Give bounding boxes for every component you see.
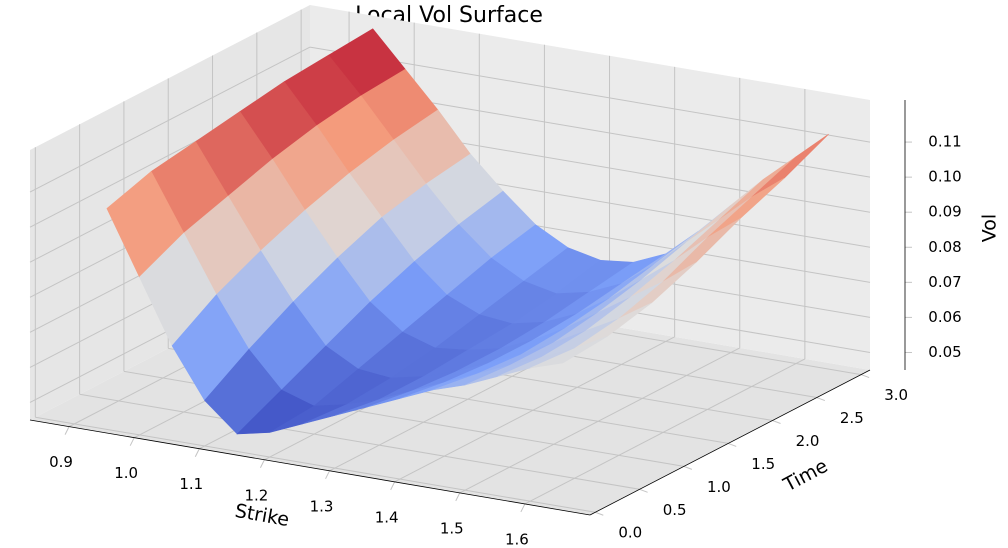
x-tick-label: 1.3 [310, 497, 334, 515]
y-tick-label: 0.5 [663, 501, 687, 519]
y-tick-label: 1.5 [751, 455, 775, 473]
grid-line [35, 416, 596, 513]
y-tick [728, 442, 737, 447]
y-tick [595, 511, 604, 516]
x-tick-label: 1.1 [179, 475, 203, 493]
z-tick-label: 0.05 [928, 343, 961, 361]
x-tick-label: 1.5 [440, 519, 464, 537]
grid-line [459, 347, 740, 494]
x-tick [129, 437, 135, 446]
z-tick-label: 0.06 [928, 308, 961, 326]
x-axis-label: Strike [233, 500, 291, 531]
y-tick-label: 2.0 [796, 432, 820, 450]
x-tick [455, 492, 461, 502]
y-tick [639, 488, 648, 493]
x-tick-label: 1.2 [244, 486, 268, 504]
layer: 0.9 1.0 1.1 1.2 1.3 1.4 1.5 1.6 0.0 0.5 1.0 1.5 2.0 2… [29, 100, 962, 548]
grid-line [79, 393, 640, 490]
grid-line [29, 46, 311, 193]
x-tick [194, 448, 200, 457]
z-tick-label: 0.08 [928, 238, 961, 256]
y-tick-label: 3.0 [884, 386, 908, 404]
x-tick [520, 503, 526, 513]
z-tick-label: 0.11 [928, 133, 961, 151]
grid-line [309, 46, 871, 143]
y-tick-label: 2.5 [840, 409, 864, 427]
x-tick-label: 1.4 [375, 508, 399, 526]
z-tick-label: 0.09 [928, 203, 961, 221]
z-tick-label: 0.07 [928, 273, 961, 291]
x-tick-label: 0.9 [49, 453, 73, 471]
y-tick-label: 1.0 [707, 478, 731, 496]
y-axis-label: Time [779, 455, 831, 497]
grid-line [524, 358, 806, 505]
x-tick [325, 470, 330, 480]
x-tick [259, 459, 265, 468]
grid-line [394, 336, 675, 483]
layer [106, 28, 829, 435]
x-tick [390, 481, 396, 491]
y-tick [860, 374, 870, 379]
y-tick [772, 420, 781, 424]
axis-line [589, 369, 871, 516]
x-tick-label: 1.0 [114, 464, 138, 482]
z-axis-label: Vol [979, 214, 1001, 242]
y-tick-label: 0.0 [618, 524, 642, 542]
x-tick-label: 1.6 [505, 530, 529, 548]
y-tick [683, 465, 693, 470]
surface-cell [530, 336, 608, 369]
y-tick [816, 397, 826, 401]
z-tick-label: 0.10 [928, 168, 961, 186]
axis-line [29, 419, 591, 516]
x-tick [64, 426, 70, 435]
